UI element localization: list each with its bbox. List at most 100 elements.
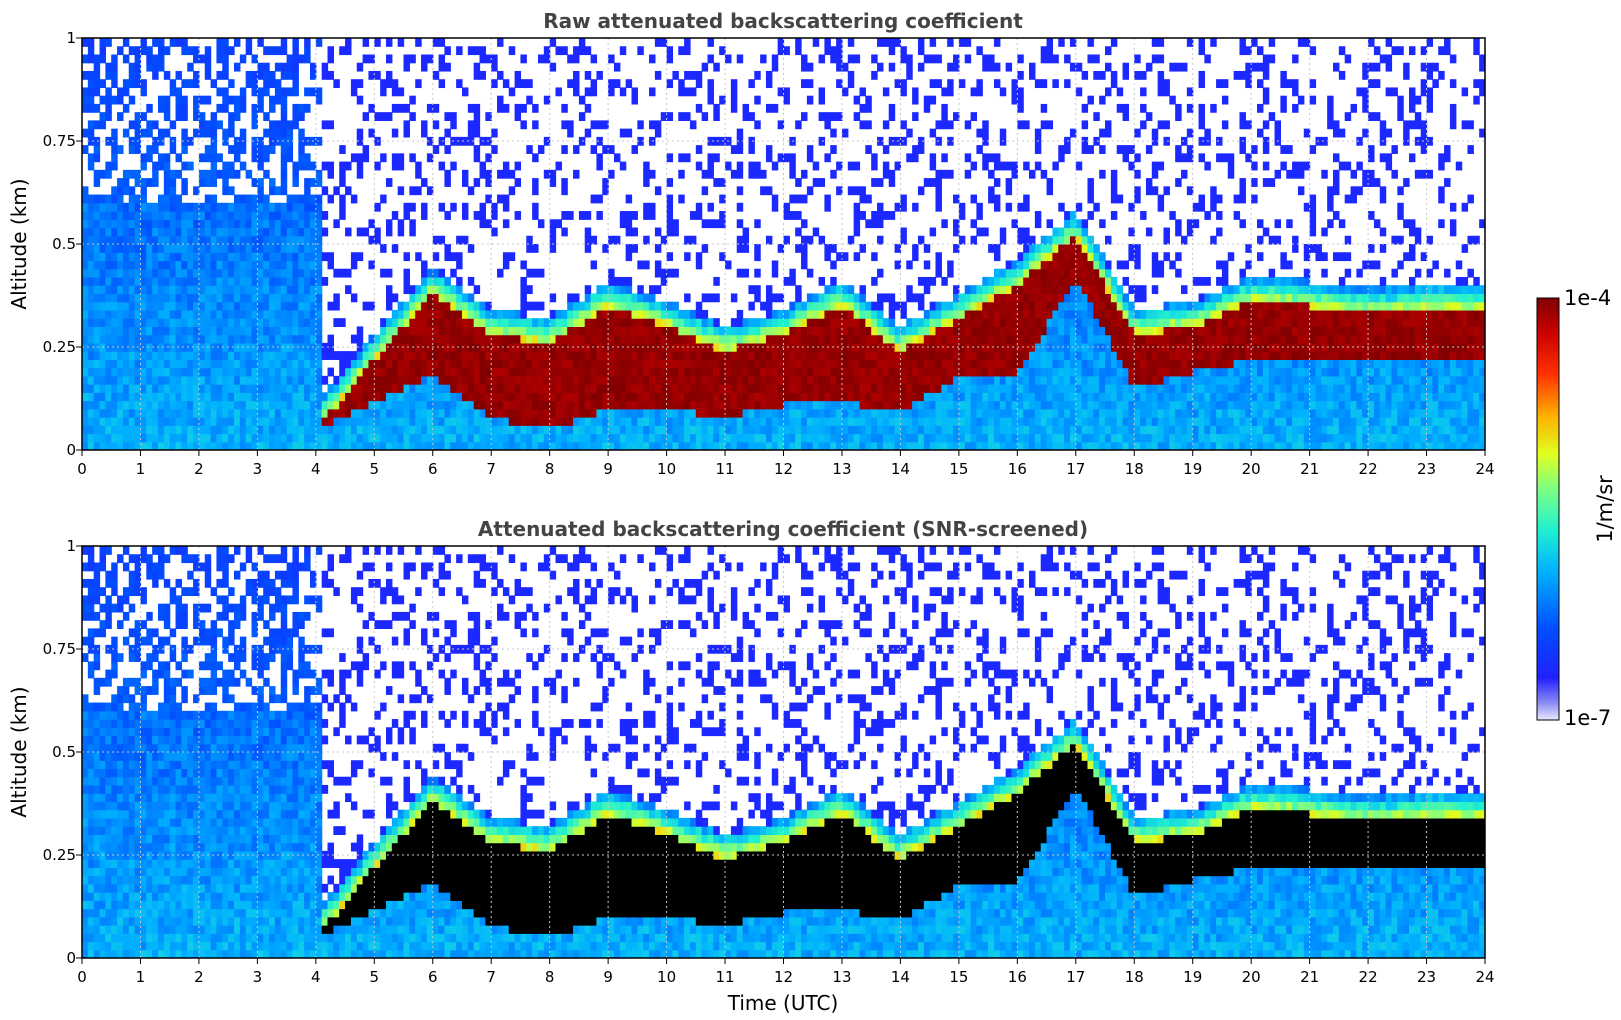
heatmap-cell	[87, 244, 95, 253]
heatmap-cell	[625, 309, 633, 319]
heatmap-cell	[280, 38, 288, 47]
heatmap-cell	[947, 433, 954, 443]
heatmap-cell	[99, 169, 106, 179]
heatmap-cell	[228, 293, 235, 303]
heatmap-cell	[263, 87, 270, 97]
heatmap-cell	[1029, 408, 1036, 418]
heatmap-cell	[456, 408, 463, 418]
heatmap-cell	[625, 351, 633, 360]
heatmap-cell	[584, 318, 592, 327]
heatmap-cell	[736, 219, 744, 229]
heatmap-cell	[514, 211, 522, 220]
heatmap-cell	[502, 326, 510, 336]
heatmap-cell	[415, 252, 422, 262]
heatmap-cell	[333, 268, 340, 278]
heatmap-cell	[894, 351, 902, 360]
heatmap-cell	[654, 375, 662, 385]
heatmap-cell	[689, 70, 697, 80]
heatmap-cell	[1040, 392, 1048, 402]
heatmap-cell	[245, 211, 253, 220]
heatmap-cell	[415, 433, 422, 443]
heatmap-cell	[222, 87, 229, 97]
heatmap-cell	[684, 367, 691, 377]
heatmap-cell	[117, 342, 124, 352]
heatmap-cell	[216, 400, 223, 410]
heatmap-cell	[187, 318, 194, 327]
heatmap-cell	[257, 268, 264, 278]
heatmap-cell	[953, 326, 960, 336]
heatmap-cell	[204, 268, 212, 278]
heatmap-cell	[812, 301, 820, 311]
heatmap-cell	[438, 425, 446, 435]
heatmap-cell	[660, 334, 668, 344]
heatmap-cell	[602, 408, 609, 418]
heatmap-cell	[806, 367, 814, 377]
heatmap-cell	[315, 244, 323, 253]
heatmap-cell	[193, 244, 200, 253]
heatmap-cell	[87, 79, 95, 89]
heatmap-cell	[263, 268, 270, 278]
heatmap-cell	[1005, 202, 1013, 212]
heatmap-cell	[233, 153, 241, 163]
heatmap-cell	[654, 441, 662, 450]
heatmap-cell	[917, 46, 925, 56]
heatmap-cell	[631, 334, 638, 344]
heatmap-cell	[935, 194, 942, 204]
heatmap-cell	[801, 367, 808, 377]
heatmap-cell	[269, 392, 276, 402]
heatmap-cell	[684, 433, 691, 443]
heatmap-cell	[678, 384, 685, 393]
heatmap-cell	[397, 334, 405, 344]
heatmap-cell	[111, 359, 118, 369]
heatmap-cell	[292, 235, 299, 245]
heatmap-cell	[152, 342, 159, 352]
heatmap-cell	[853, 392, 861, 402]
heatmap-cell	[520, 54, 527, 64]
heatmap-cell	[672, 425, 679, 435]
heatmap-cell	[912, 359, 919, 369]
heatmap-cell	[362, 408, 370, 418]
heatmap-cell	[87, 211, 95, 220]
heatmap-cell	[350, 384, 358, 393]
heatmap-cell	[491, 62, 498, 72]
heatmap-cell	[584, 326, 592, 336]
heatmap-cell	[824, 244, 831, 253]
heatmap-cell	[403, 285, 410, 295]
heatmap-cell	[1052, 375, 1059, 385]
heatmap-cell	[198, 260, 206, 270]
heatmap-cell	[678, 400, 685, 410]
heatmap-cell	[187, 260, 194, 270]
heatmap-cell	[502, 260, 510, 270]
heatmap-cell	[982, 62, 989, 72]
heatmap-cell	[315, 425, 323, 435]
heatmap-cell	[736, 375, 744, 385]
heatmap-cell	[187, 408, 194, 418]
heatmap-cell	[134, 211, 142, 220]
heatmap-cell	[479, 70, 486, 80]
heatmap-cell	[286, 136, 294, 146]
heatmap-cell	[391, 351, 399, 360]
heatmap-cell	[269, 375, 276, 385]
heatmap-cell	[584, 334, 592, 344]
heatmap-cell	[1040, 293, 1048, 303]
heatmap-cell	[438, 276, 446, 286]
heatmap-cell	[795, 46, 802, 56]
heatmap-cell	[233, 38, 241, 47]
heatmap-cell	[467, 384, 475, 393]
heatmap-cell	[672, 392, 679, 402]
heatmap-cell	[555, 87, 562, 97]
heatmap-cell	[187, 392, 194, 402]
heatmap-cell	[105, 235, 112, 245]
heatmap-cell	[438, 384, 446, 393]
heatmap-cell	[146, 46, 153, 56]
heatmap-cell	[128, 425, 136, 435]
heatmap-cell	[304, 318, 311, 327]
heatmap-cell	[128, 244, 136, 253]
heatmap-cell	[233, 326, 241, 336]
heatmap-cell	[795, 433, 802, 443]
heatmap-cell	[274, 359, 282, 369]
heatmap-cell	[982, 417, 989, 426]
heatmap-cell	[175, 38, 182, 47]
heatmap-cell	[871, 400, 878, 410]
heatmap-cell	[748, 441, 755, 450]
